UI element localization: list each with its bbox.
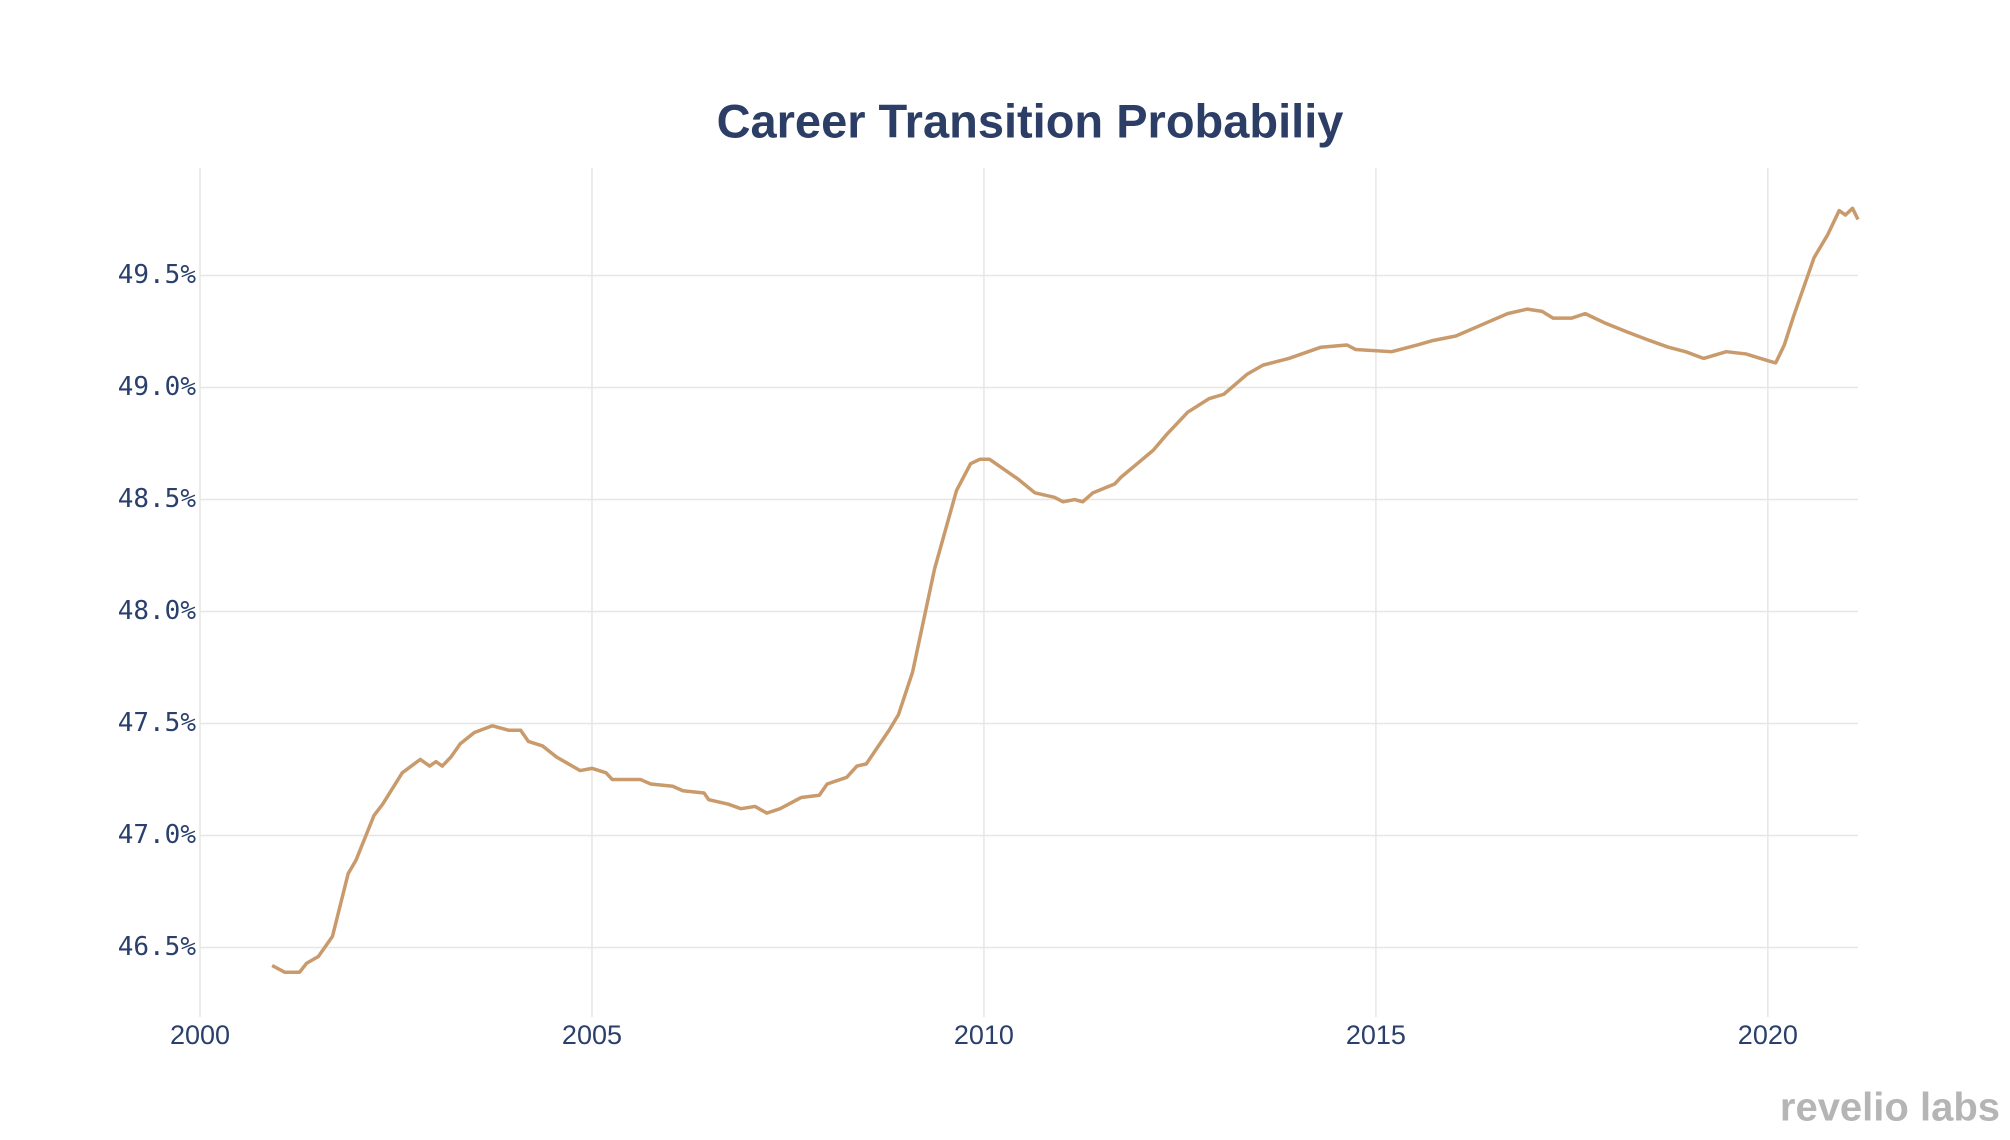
x-tick-label: 2005: [562, 1020, 622, 1050]
x-tick-label: 2000: [170, 1020, 230, 1050]
y-tick-label: 46.5%: [118, 932, 197, 962]
y-tick-label: 47.5%: [118, 708, 197, 738]
y-tick-label: 49.0%: [118, 372, 197, 402]
logo: revelio labs: [1780, 1086, 2000, 1130]
y-tick-label: 47.0%: [118, 820, 197, 850]
y-tick-label: 48.0%: [118, 596, 197, 626]
x-tick-label: 2020: [1738, 1020, 1798, 1050]
y-tick-label: 49.5%: [118, 260, 197, 290]
chart-title: Career Transition Probabiliy: [717, 94, 1344, 147]
y-tick-label: 48.5%: [118, 484, 197, 514]
line-series: [271, 206, 1860, 974]
x-tick-label: 2015: [1346, 1020, 1406, 1050]
x-tick-label: 2010: [954, 1020, 1014, 1050]
